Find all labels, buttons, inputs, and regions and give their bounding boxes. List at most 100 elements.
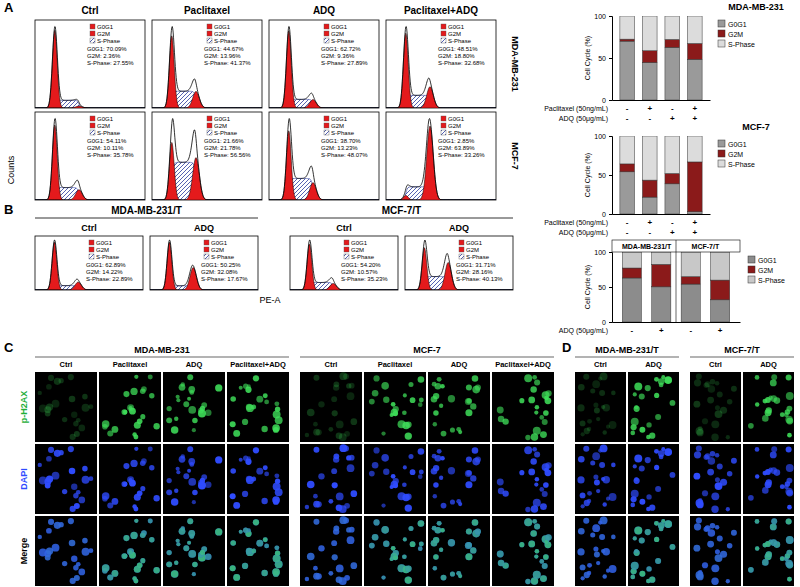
micrograph [690, 372, 741, 442]
cell [39, 548, 47, 556]
cell [519, 470, 524, 475]
cell [239, 458, 243, 462]
cell [528, 541, 535, 548]
cell [339, 444, 347, 452]
legend: G0G1G2MS-Phase [344, 240, 375, 260]
cell [336, 577, 343, 584]
cell [498, 416, 505, 423]
cell [132, 432, 136, 436]
cell [215, 384, 222, 391]
cell [403, 465, 407, 469]
cell [344, 575, 350, 581]
figure: ABCDCountsPE-ACtrlPaclitaxelADQPaclitaxe… [0, 0, 800, 587]
cell [431, 540, 438, 547]
cell [132, 576, 136, 580]
cell [187, 518, 193, 524]
cell [590, 389, 595, 394]
micrograph [492, 372, 554, 442]
legend-swatch [324, 116, 329, 121]
cell [176, 539, 180, 543]
cell [102, 492, 110, 500]
cell [410, 541, 416, 547]
bar-segment [622, 252, 641, 268]
tick-mark [609, 322, 612, 323]
cell [539, 559, 544, 564]
cell [583, 518, 589, 524]
cell [519, 542, 524, 547]
cell [102, 420, 110, 428]
cell [140, 414, 145, 419]
cell [611, 463, 616, 468]
cell [46, 528, 52, 534]
cell [121, 553, 127, 559]
image-background [492, 516, 554, 586]
legend: G0G1G2MS-Phase [90, 116, 121, 136]
cell [230, 468, 236, 474]
legend-label: G0G1 [331, 116, 348, 122]
row-title: MCF-7 [510, 142, 520, 170]
cell [137, 418, 143, 424]
cell [272, 496, 280, 504]
image-background [743, 372, 794, 442]
axis-line [613, 214, 711, 215]
tick-label: 0 [602, 319, 606, 326]
cell [418, 520, 425, 527]
cell [381, 526, 389, 534]
cell [432, 382, 437, 387]
cell [545, 534, 551, 540]
cell [393, 411, 398, 416]
cell [717, 392, 723, 398]
cell [305, 577, 309, 581]
cell [786, 392, 794, 400]
cell [535, 477, 540, 482]
cell [318, 545, 324, 551]
phase-percentage: S-Phase: 48.07% [321, 152, 368, 158]
image-background [163, 516, 225, 586]
phase-percentage: G2M: 2.36% [87, 53, 121, 59]
cell [525, 579, 530, 584]
cell [391, 474, 396, 479]
cell [233, 574, 240, 581]
cell [525, 507, 530, 512]
cell [174, 417, 178, 421]
cell [383, 541, 389, 547]
group-rule [690, 357, 794, 358]
cell [393, 555, 398, 560]
tick: 50 [598, 55, 612, 62]
treatment-sign: - [626, 104, 629, 113]
bar-segment [620, 41, 635, 100]
cell [179, 528, 186, 535]
cell [275, 550, 280, 555]
cell [167, 478, 172, 483]
cell [437, 521, 442, 526]
marks [386, 119, 496, 200]
g2m-peak [35, 282, 143, 290]
cell [391, 481, 398, 488]
cell [410, 397, 416, 403]
micrograph [99, 444, 161, 514]
cell [383, 469, 389, 475]
cell [253, 375, 259, 381]
treatment-sign: + [670, 228, 675, 237]
cell [786, 518, 792, 524]
cell [381, 575, 385, 579]
cell [68, 518, 74, 524]
treatment-sign: - [689, 326, 692, 335]
phase-percentage: G2M: 10.57% [341, 269, 378, 275]
cell [328, 571, 333, 576]
cell [593, 403, 598, 408]
cell [634, 405, 638, 409]
cell [715, 554, 723, 562]
cell [187, 397, 191, 401]
micrograph [428, 444, 490, 514]
cell [215, 528, 222, 535]
cell [540, 503, 547, 510]
flow-histogram: G0G1G2MS-PhaseG0G1: 38.70%G2M: 13.23%S-P… [269, 112, 379, 200]
cell [313, 429, 320, 436]
cell [391, 409, 398, 416]
legend: G0G1G2MS-Phase [441, 116, 472, 136]
cell [305, 505, 309, 509]
cell [332, 482, 338, 488]
cell [62, 489, 67, 494]
cell [405, 576, 412, 583]
